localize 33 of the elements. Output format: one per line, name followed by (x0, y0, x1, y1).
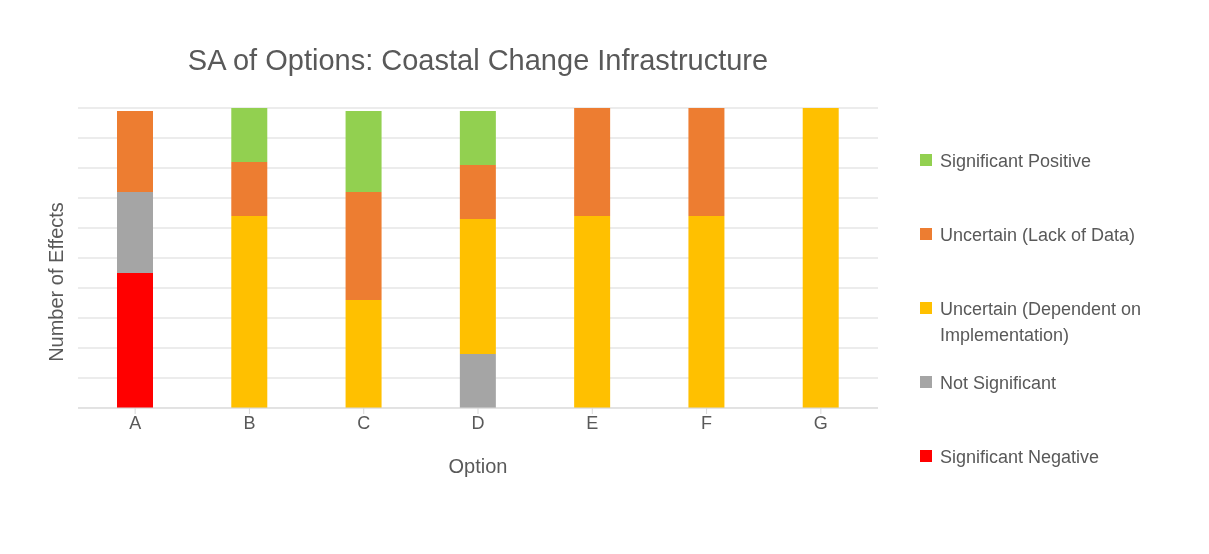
bar (231, 216, 268, 408)
bar (345, 300, 382, 408)
bar (345, 192, 382, 300)
bar (802, 108, 839, 408)
x-tick-label: D (471, 412, 485, 433)
x-tick-label: C (357, 412, 371, 433)
bar (117, 111, 153, 192)
x-axis-title: Option (448, 455, 508, 477)
bar (345, 111, 382, 192)
x-tick-label: A (129, 412, 142, 433)
bar (459, 111, 496, 165)
x-tick-label: G (813, 412, 828, 433)
bar (459, 165, 496, 219)
legend-label: Uncertain (Dependent on Implementation) (940, 298, 1143, 347)
bar (231, 162, 268, 216)
chart-title: SA of Options: Coastal Change Infrastructure (186, 44, 770, 77)
legend-label: Uncertain (Lack of Data) (940, 224, 1136, 247)
x-tick-label: E (586, 412, 599, 433)
x-tick-label: B (243, 412, 256, 433)
bar (231, 108, 268, 162)
bar (574, 216, 611, 408)
legend-label: Significant Positive (940, 150, 1092, 173)
x-tick-label: F (701, 412, 713, 433)
legend-label: Not Significant (940, 372, 1057, 395)
bar (117, 273, 153, 408)
bar (117, 192, 153, 273)
bar (688, 108, 725, 216)
bar (574, 108, 611, 216)
legend-label: Significant Negative (940, 446, 1100, 469)
bar (688, 216, 725, 408)
bar (459, 354, 496, 408)
bar (459, 219, 496, 354)
y-axis-title: Number of Effects (44, 202, 68, 362)
